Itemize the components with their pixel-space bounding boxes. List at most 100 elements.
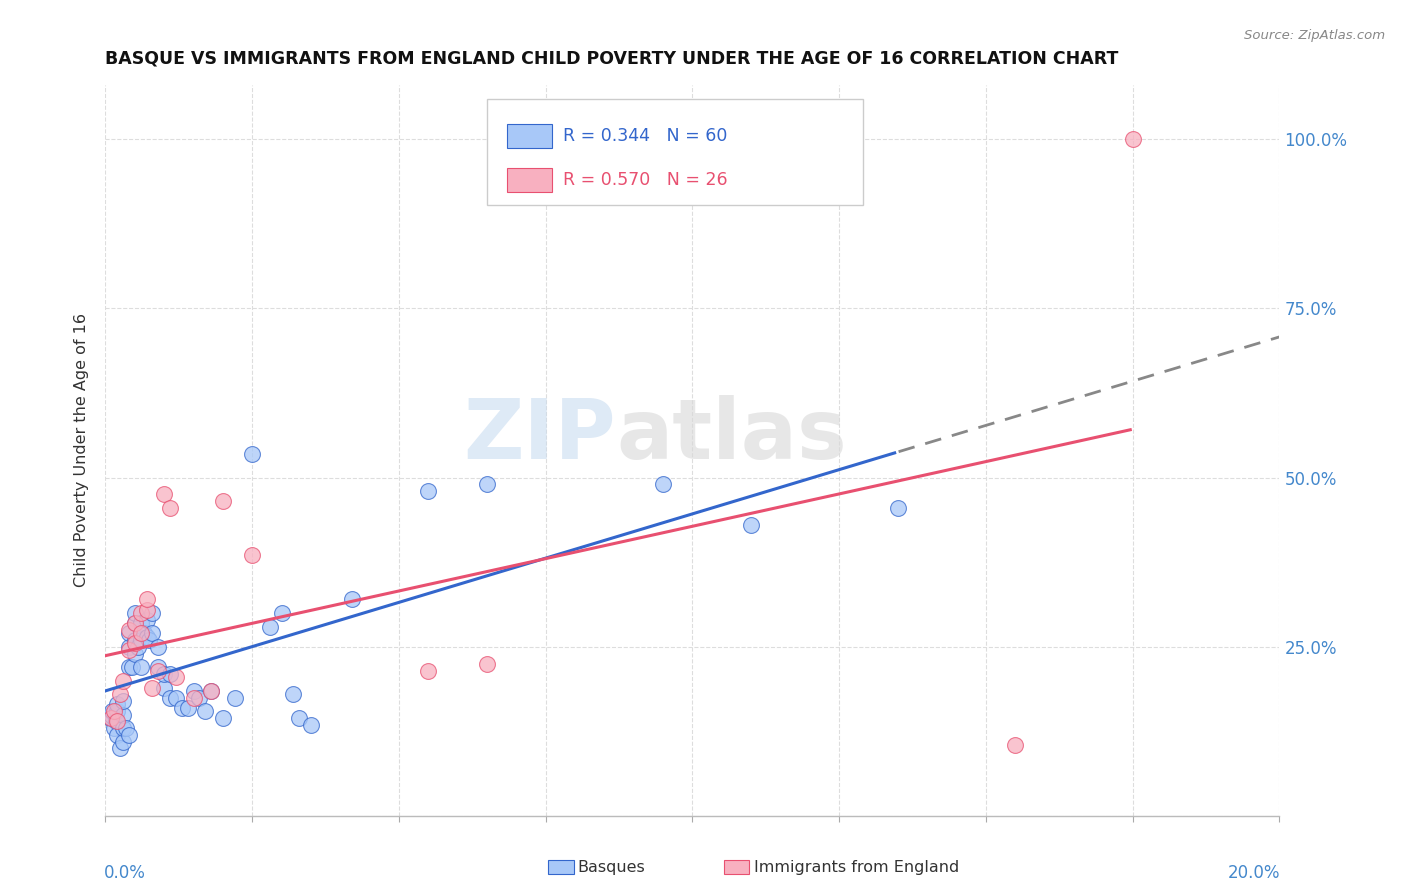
Point (118, 623, 141, 637)
Y-axis label: Child Poverty Under the Age of 16: Child Poverty Under the Age of 16 (75, 313, 90, 588)
Point (135, 613, 157, 627)
Text: R = 0.344   N = 60: R = 0.344 N = 60 (564, 127, 728, 145)
Point (200, 684, 222, 698)
Point (211, 711, 233, 725)
Point (135, 592, 157, 607)
Point (165, 670, 187, 684)
Point (652, 477, 675, 491)
Text: ZIP: ZIP (464, 395, 616, 476)
Point (211, 494, 233, 508)
Point (135, 602, 157, 616)
Text: Immigrants from England: Immigrants from England (754, 860, 959, 874)
Point (159, 501, 181, 516)
Point (105, 704, 128, 718)
Point (475, 477, 498, 491)
Point (118, 728, 141, 742)
Point (270, 606, 292, 620)
Point (132, 626, 155, 640)
Point (159, 667, 181, 681)
Point (103, 704, 125, 718)
Point (475, 657, 498, 671)
Point (740, 518, 762, 533)
Point (138, 633, 160, 648)
Point (121, 660, 143, 674)
Point (176, 701, 198, 715)
Point (194, 704, 217, 718)
Point (183, 684, 205, 698)
Point (141, 681, 163, 695)
Point (240, 549, 263, 563)
Point (100, 707, 122, 722)
Point (112, 673, 135, 688)
Point (124, 616, 146, 631)
Point (105, 698, 128, 712)
Point (148, 664, 170, 678)
Point (118, 643, 141, 657)
Point (112, 721, 135, 735)
FancyBboxPatch shape (486, 99, 863, 205)
Point (188, 690, 211, 705)
Point (100, 711, 122, 725)
Point (183, 690, 205, 705)
Point (105, 714, 128, 729)
Point (153, 667, 176, 681)
Point (340, 592, 363, 607)
Point (98, 711, 121, 725)
Point (887, 501, 910, 516)
Point (108, 687, 131, 701)
Point (118, 660, 141, 674)
Point (283, 687, 305, 701)
Point (141, 606, 163, 620)
Point (141, 626, 163, 640)
Point (118, 626, 141, 640)
Point (129, 616, 152, 631)
Point (112, 707, 135, 722)
Point (118, 640, 141, 654)
Point (153, 487, 176, 501)
Bar (508, 124, 551, 148)
Point (148, 660, 170, 674)
Point (124, 616, 146, 631)
Point (418, 664, 440, 678)
Point (159, 690, 181, 705)
Point (105, 714, 128, 729)
Point (288, 711, 311, 725)
Point (129, 660, 152, 674)
Point (165, 690, 187, 705)
Point (418, 484, 440, 499)
Point (105, 728, 128, 742)
Text: 0.0%: 0.0% (104, 863, 146, 881)
Point (124, 647, 146, 661)
Point (101, 704, 124, 718)
Point (148, 640, 170, 654)
Point (240, 447, 263, 461)
Point (127, 640, 149, 654)
Point (129, 626, 152, 640)
Point (153, 681, 176, 695)
Point (124, 633, 146, 648)
Text: R = 0.570   N = 26: R = 0.570 N = 26 (564, 171, 728, 189)
Point (115, 721, 138, 735)
Point (124, 636, 146, 650)
Point (259, 619, 281, 633)
Point (112, 734, 135, 748)
Point (224, 690, 246, 705)
Point (1004, 738, 1026, 752)
Point (108, 741, 131, 756)
Point (200, 684, 222, 698)
Point (129, 633, 152, 648)
Point (299, 717, 322, 731)
Bar (508, 168, 551, 192)
Point (124, 606, 146, 620)
Point (1122, 132, 1144, 146)
Text: BASQUE VS IMMIGRANTS FROM ENGLAND CHILD POVERTY UNDER THE AGE OF 16 CORRELATION : BASQUE VS IMMIGRANTS FROM ENGLAND CHILD … (105, 50, 1119, 68)
Point (129, 606, 152, 620)
Text: atlas: atlas (616, 395, 846, 476)
Text: 20.0%: 20.0% (1227, 863, 1281, 881)
Text: Source: ZipAtlas.com: Source: ZipAtlas.com (1244, 29, 1385, 43)
Point (112, 694, 135, 708)
Point (103, 721, 125, 735)
Text: Basques: Basques (578, 860, 645, 874)
Point (170, 701, 193, 715)
Point (135, 630, 157, 644)
